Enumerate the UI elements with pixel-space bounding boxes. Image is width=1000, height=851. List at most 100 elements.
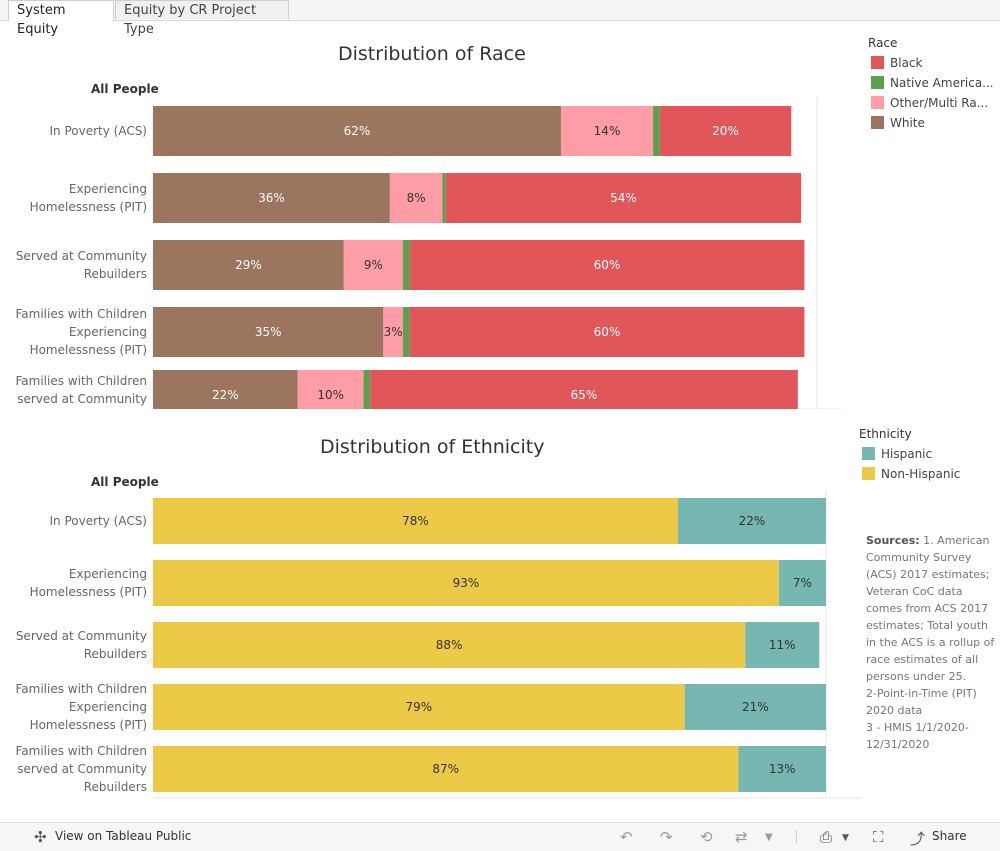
legend-label: Hispanic (881, 447, 933, 461)
race-category-label-1: Experiencing Homelessness (PIT) (29, 182, 147, 214)
eth-data-label-hispanic-4: 13% (769, 762, 796, 776)
race-category-label-2: Served at Community Rebuilders (15, 249, 147, 281)
legend-item-non-hispanic[interactable]: Non-Hispanic (862, 467, 960, 481)
revert-icon[interactable]: ⟲ (700, 828, 713, 846)
sources-label: Sources: (866, 534, 920, 547)
eth-data-label-non-hispanic-0: 78% (402, 514, 429, 528)
legend-label: Black (890, 56, 923, 70)
race-bar-black-2[interactable] (409, 240, 805, 290)
race-legend-title: Race (868, 36, 898, 50)
eth-bar-hispanic-3[interactable] (684, 684, 826, 730)
undo-icon[interactable]: ↶ (620, 828, 633, 846)
sources-line2: 2-Point-in-Time (PIT) 2020 data (866, 687, 977, 717)
fullscreen-icon[interactable]: ⛶ (873, 828, 884, 846)
download-icon[interactable]: ⎙ (820, 828, 833, 846)
race-bar-white-2[interactable] (153, 240, 344, 290)
race-bar-white-3[interactable] (153, 307, 384, 357)
eth-bar-non-hispanic-3[interactable] (153, 684, 685, 730)
eth-data-label-hispanic-0: 22% (739, 514, 766, 528)
race-bar-native-america-0[interactable] (653, 106, 660, 156)
eth-data-label-hispanic-1: 7% (793, 576, 812, 590)
eth-bar-hispanic-4[interactable] (738, 746, 826, 792)
race-bar-other-multi-ra-0[interactable] (560, 106, 654, 156)
view-on-tableau-public-link[interactable]: View on Tableau Public (55, 829, 192, 843)
eth-bar-non-hispanic-1[interactable] (153, 560, 779, 606)
race-bar-black-3[interactable] (409, 307, 805, 357)
race-bar-white-4[interactable] (153, 370, 298, 420)
race-bar-black-1[interactable] (445, 173, 802, 223)
tab-system-equity[interactable]: System Equity (8, 0, 114, 37)
race-chart-title: Distribution of Race (338, 43, 526, 65)
eth-category-label-2: Served at Community Rebuilders (15, 629, 147, 661)
eth-data-label-hispanic-2: 11% (769, 638, 796, 652)
race-bar-other-multi-ra-4[interactable] (297, 370, 364, 420)
legend-swatch-non-hispanic (862, 467, 875, 480)
eth-data-label-non-hispanic-3: 79% (405, 700, 432, 714)
refresh-icon[interactable]: ⇄ (735, 828, 748, 846)
eth-plot: 78% 22% 93% 7% 88% 11% 79% 21% 87% 13% (152, 490, 860, 799)
redo-icon[interactable]: ↷ (660, 828, 673, 846)
race-data-label-black-1: 54% (610, 191, 637, 205)
legend-swatch-hispanic (862, 447, 875, 460)
race-bar-native-america-3[interactable] (403, 307, 410, 357)
eth-bar-non-hispanic-2[interactable] (153, 622, 746, 668)
eth-category-label-4: Families with Children served at Communit… (15, 744, 148, 794)
sources-note: Sources: 1. American Community Survey (A… (866, 532, 1000, 753)
legend-label: Native America... (890, 76, 994, 90)
legend-item-white[interactable]: White (871, 116, 925, 130)
eth-bar-hispanic-0[interactable] (677, 498, 826, 544)
toolbar-divider (796, 830, 797, 844)
eth-data-label-non-hispanic-4: 87% (432, 762, 459, 776)
legend-swatch-other-multi-race (871, 96, 884, 109)
legend-label: Other/Multi Ra... (890, 96, 989, 110)
eth-bar-non-hispanic-0[interactable] (153, 498, 678, 544)
legend-label: Non-Hispanic (881, 467, 961, 481)
race-bar-other-multi-ra-1[interactable] (389, 173, 443, 223)
race-data-label-other-multi-ra-3: 3% (384, 325, 403, 339)
eth-data-label-hispanic-3: 21% (742, 700, 769, 714)
race-data-label-white-0: 62% (344, 124, 371, 138)
eth-bar-hispanic-1[interactable] (778, 560, 826, 606)
legend-swatch-native-american (871, 76, 884, 89)
tableau-toolbar: ✣ View on Tableau Public ↶ ↷ ⟲ ⇄ ▼ ⎙ ▼ ⛶… (0, 822, 1000, 851)
race-group-label: All People (91, 82, 159, 96)
share-button[interactable]: Share (932, 829, 967, 843)
race-plot: 62% 14% 20% 36% 8% 54% 29% 9% 60% 35% 3% 60% 22% 10% 6… (152, 97, 842, 420)
legend-item-native-american[interactable]: Native America... (871, 76, 994, 90)
ethnicity-group-label: All People (91, 475, 159, 489)
race-bar-white-1[interactable] (153, 173, 390, 223)
ethnicity-chart-title: Distribution of Ethnicity (320, 436, 545, 458)
race-bar-black-4[interactable] (370, 370, 798, 420)
race-data-label-white-1: 36% (258, 191, 285, 205)
tableau-logo-icon: ✣ (34, 828, 47, 846)
legend-item-black[interactable]: Black (871, 56, 922, 70)
eth-bar-hispanic-2[interactable] (745, 622, 820, 668)
eth-category-label-3: Families with Children Experiencing Homele… (15, 682, 148, 732)
eth-bar-non-hispanic-4[interactable] (153, 746, 739, 792)
download-dropdown-icon[interactable]: ▼ (842, 833, 849, 843)
race-bar-black-0[interactable] (659, 106, 792, 156)
race-data-label-black-3: 60% (594, 325, 621, 339)
race-bar-white-0[interactable] (153, 106, 561, 156)
sources-line3: 3 - HMIS 1/1/2020-12/31/2020 (866, 721, 969, 751)
share-icon[interactable]: ⤴ (910, 830, 926, 848)
race-bar-native-america-1[interactable] (442, 173, 446, 223)
legend-item-other-multi-race[interactable]: Other/Multi Ra... (871, 96, 988, 110)
race-bar-other-multi-ra-2[interactable] (343, 240, 404, 290)
eth-data-label-non-hispanic-1: 93% (453, 576, 480, 590)
tab-equity-by-cr-project-type[interactable]: Equity by CR Project Type (115, 0, 289, 37)
tab-bar: System Equity Equity by CR Project Type (0, 0, 1000, 37)
legend-swatch-white (871, 116, 884, 129)
eth-category-label-0: In Poverty (ACS) (49, 514, 147, 528)
race-bar-native-america-2[interactable] (403, 240, 410, 290)
race-bar-other-multi-ra-3[interactable] (383, 307, 404, 357)
race-bar-native-america-4[interactable] (363, 370, 371, 420)
ethnicity-legend-title: Ethnicity (859, 427, 912, 441)
race-category-label-0: In Poverty (ACS) (49, 124, 147, 138)
legend-item-hispanic[interactable]: Hispanic (862, 447, 932, 461)
eth-data-label-non-hispanic-2: 88% (436, 638, 463, 652)
race-data-label-white-2: 29% (235, 258, 262, 272)
refresh-dropdown-icon[interactable]: ▼ (765, 832, 773, 843)
race-data-label-other-multi-ra-0: 14% (594, 124, 621, 138)
